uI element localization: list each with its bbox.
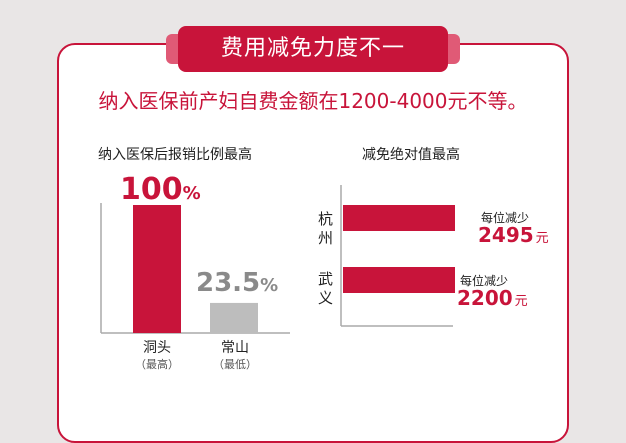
bar-2-value: 23.5 <box>196 268 261 298</box>
hbar-1-category: 杭州 <box>318 210 334 247</box>
bar-2-category: 常山 <box>221 340 249 356</box>
vbar-1 <box>133 205 181 333</box>
hbar-1-unit: 元 <box>535 231 549 246</box>
bar-1-value-label: 100% <box>120 172 201 207</box>
bar-2-note: （最低） <box>213 358 257 371</box>
hbar-1-prefix: 每位减少 <box>481 211 530 225</box>
vbar-2 <box>210 302 258 333</box>
hbar-2-unit: 元 <box>514 294 528 309</box>
title-banner: 费用减免力度不一 <box>166 26 460 72</box>
hbar-1-amount: 2495 元 <box>478 223 549 247</box>
bar-1-note: （最高） <box>135 358 179 371</box>
bar-1-category: 洞头 <box>143 340 171 356</box>
hbar-2-prefix: 每位减少 <box>460 274 509 288</box>
hbar-2 <box>343 267 455 293</box>
banner-title: 费用减免力度不一 <box>220 36 405 61</box>
hbar-2-amount: 2200 元 <box>457 286 528 310</box>
bar-2-unit: % <box>260 275 279 296</box>
bar-2-value-label: 23.5% <box>196 268 278 298</box>
right-chart <box>340 185 455 327</box>
hbar-1 <box>343 205 455 231</box>
bar-1-value: 100 <box>120 172 183 207</box>
headline: 纳入医保前产妇自费金额在1200-4000元不等。 <box>98 89 528 113</box>
right-chart-title: 减免绝对值最高 <box>362 147 460 163</box>
left-chart-title: 纳入医保后报销比例最高 <box>98 147 252 163</box>
left-chart <box>100 203 290 334</box>
hbar-2-value: 2200 <box>457 286 513 310</box>
hbar-1-value: 2495 <box>478 223 534 247</box>
hbar-2-category: 武义 <box>318 270 334 307</box>
bar-1-unit: % <box>182 183 201 204</box>
